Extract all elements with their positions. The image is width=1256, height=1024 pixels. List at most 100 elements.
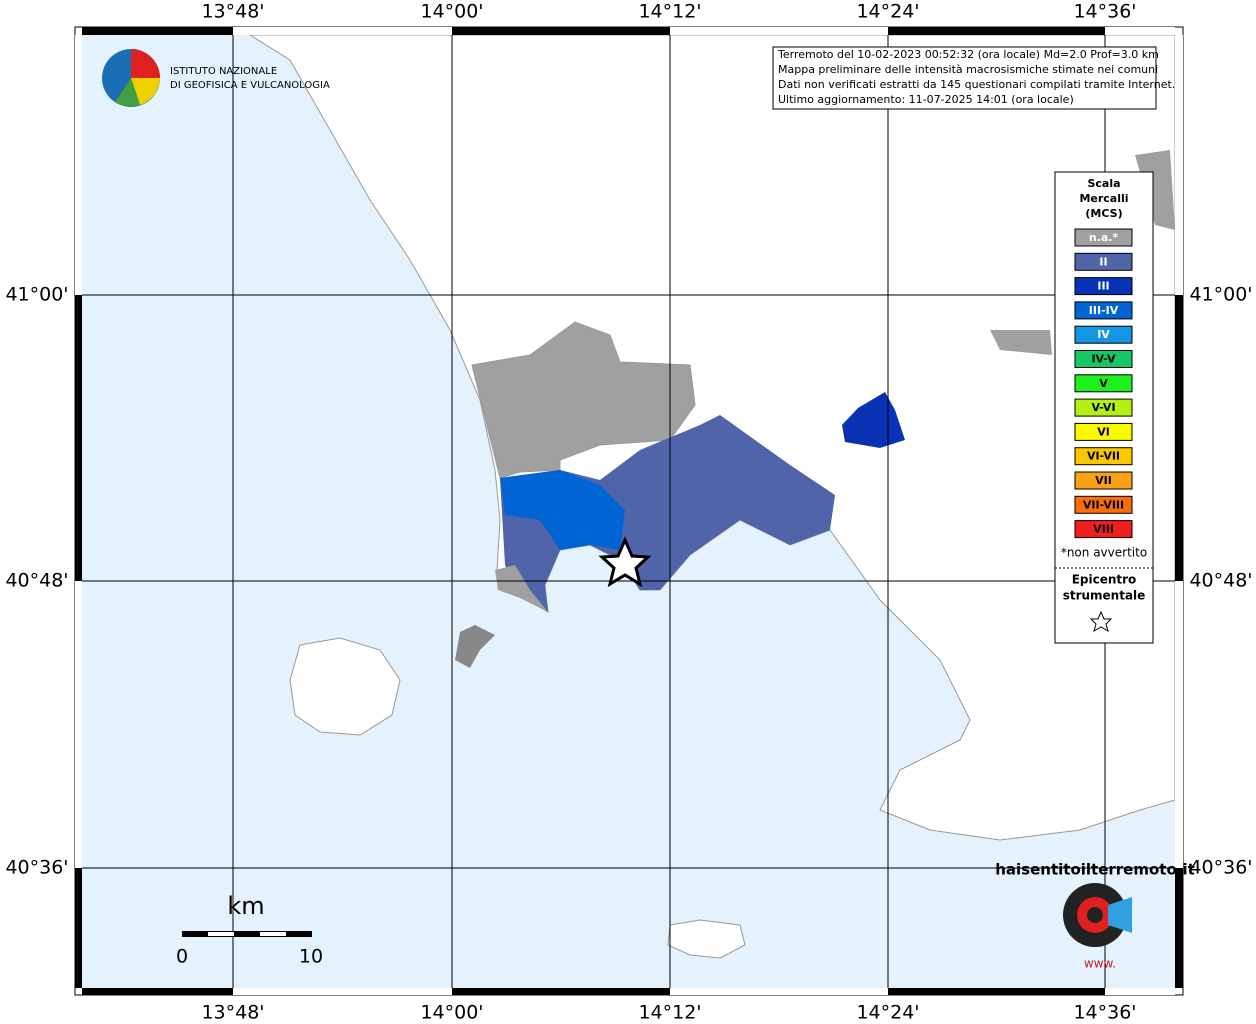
legend-label: V bbox=[1099, 377, 1108, 390]
scale-bar-body bbox=[182, 931, 312, 937]
site-logo-prefix: www. bbox=[1084, 957, 1116, 971]
border-segment bbox=[452, 988, 670, 995]
border-segment bbox=[82, 988, 233, 995]
legend-label: II bbox=[1099, 255, 1107, 268]
legend-label: n.a.* bbox=[1089, 231, 1119, 244]
legend-swatch bbox=[1074, 447, 1133, 466]
legend-note: *non avvertito bbox=[1061, 546, 1147, 560]
site-logo-core bbox=[1087, 907, 1103, 923]
border-segment bbox=[75, 35, 82, 295]
lat-label: 40°36' bbox=[1189, 857, 1252, 879]
border-segment bbox=[233, 27, 452, 35]
legend-title: Mercalli bbox=[1079, 192, 1128, 205]
site-logo: haisentitoilterremoto.it www. bbox=[995, 861, 1195, 971]
scale-unit: km bbox=[227, 892, 264, 920]
legend-swatch bbox=[1074, 471, 1133, 490]
scale-bar-segment bbox=[260, 932, 286, 936]
legend-label: III bbox=[1097, 280, 1109, 293]
ischia bbox=[289, 637, 401, 736]
border-segment bbox=[1175, 295, 1183, 581]
lon-label: 14°12' bbox=[638, 1, 701, 23]
legend-swatch bbox=[1074, 495, 1133, 514]
legend-label: VII bbox=[1095, 474, 1112, 487]
border-segment bbox=[670, 988, 888, 995]
logo-segment bbox=[131, 49, 160, 78]
legend-swatch bbox=[1074, 350, 1133, 368]
site-logo-speaker bbox=[1108, 897, 1132, 933]
legend-epicenter: Epicentro bbox=[1072, 573, 1137, 587]
info-line: Ultimo aggiornamento: 11-07-2025 14:01 (… bbox=[778, 93, 1074, 106]
logo-segment bbox=[131, 78, 160, 105]
scale-bar-segment bbox=[208, 932, 234, 936]
legend-title: (MCS) bbox=[1085, 207, 1122, 220]
legend-epicenter: strumentale bbox=[1063, 589, 1146, 603]
lat-label: 40°36' bbox=[5, 857, 68, 879]
area-ii bbox=[500, 415, 835, 612]
info-line: Mappa preliminare delle intensità macros… bbox=[778, 63, 1158, 76]
lon-label: 13°48' bbox=[201, 1002, 264, 1024]
legend-label: IV bbox=[1097, 328, 1110, 341]
info-box bbox=[772, 46, 1157, 110]
border-segment bbox=[233, 988, 452, 995]
border-segment bbox=[75, 581, 82, 868]
area-na bbox=[1135, 150, 1175, 230]
legend-swatch bbox=[1074, 301, 1133, 320]
border-segment bbox=[1105, 988, 1175, 995]
logo-text: DI GEOFISICA E VULCANOLOGIA bbox=[170, 80, 330, 91]
legend-label: IV-V bbox=[1091, 353, 1116, 366]
lon-label: 14°24' bbox=[856, 1, 919, 23]
ingv-logo: ISTITUTO NAZIONALE DI GEOFISICA E VULCAN… bbox=[102, 49, 330, 107]
scale-start: 0 bbox=[176, 946, 188, 968]
area-na bbox=[455, 625, 495, 668]
logo-text: ISTITUTO NAZIONALE bbox=[170, 66, 277, 77]
legend-label: VI-VII bbox=[1087, 450, 1120, 463]
border-segment bbox=[1105, 27, 1175, 35]
lon-label: 14°00' bbox=[420, 1002, 483, 1024]
legend-label: V-VI bbox=[1091, 401, 1115, 414]
lat-label: 40°48' bbox=[1189, 570, 1252, 592]
lon-label: 14°24' bbox=[856, 1002, 919, 1024]
border-segment bbox=[1175, 581, 1183, 868]
border-segment bbox=[1175, 35, 1183, 295]
info-line: Dati non verificati estratti da 145 ques… bbox=[778, 78, 1175, 91]
border-segment bbox=[75, 295, 82, 581]
info-line: Terremoto del 10-02-2023 00:52:32 (ora l… bbox=[777, 48, 1159, 61]
legend-swatch bbox=[1074, 325, 1133, 344]
legend-swatch bbox=[1074, 252, 1133, 271]
border-segment bbox=[75, 868, 82, 988]
lat-label: 41°00' bbox=[1189, 284, 1252, 306]
logo-segment bbox=[115, 78, 140, 107]
site-logo-text: haisentitoilterremoto.it bbox=[995, 861, 1195, 879]
capri bbox=[667, 919, 746, 959]
lon-label: 14°12' bbox=[638, 1002, 701, 1024]
lon-label: 13°48' bbox=[201, 1, 264, 23]
scale-end: 10 bbox=[299, 946, 323, 968]
lat-label: 40°48' bbox=[5, 570, 68, 592]
lon-label: 14°00' bbox=[420, 1, 483, 23]
legend-star bbox=[1089, 610, 1113, 633]
legend-swatch bbox=[1074, 277, 1133, 296]
border-segment bbox=[888, 988, 1105, 995]
legend-label: VII-VIII bbox=[1083, 498, 1124, 511]
legend-swatch bbox=[1074, 228, 1133, 247]
border-segment bbox=[1175, 868, 1183, 988]
scale-bar: km 0 10 bbox=[176, 892, 323, 968]
lon-label: 14°36' bbox=[1073, 1, 1136, 23]
border-segment bbox=[670, 27, 888, 35]
epicenter-star bbox=[598, 536, 652, 588]
area-iii bbox=[842, 392, 905, 448]
area-iii-iv bbox=[500, 470, 625, 550]
area-na bbox=[990, 330, 1052, 355]
legend-swatch bbox=[1074, 520, 1133, 539]
legend-title: Scala bbox=[1087, 177, 1120, 190]
legend-swatch bbox=[1074, 422, 1133, 441]
border-segment bbox=[82, 27, 233, 35]
legend-label: VIII bbox=[1093, 523, 1114, 536]
area-na bbox=[495, 565, 548, 612]
lon-label: 14°36' bbox=[1073, 1002, 1136, 1024]
legend-label: III-IV bbox=[1089, 304, 1119, 317]
legend-swatch bbox=[1074, 398, 1133, 417]
border-segment bbox=[452, 27, 670, 35]
border-segment bbox=[888, 27, 1105, 35]
